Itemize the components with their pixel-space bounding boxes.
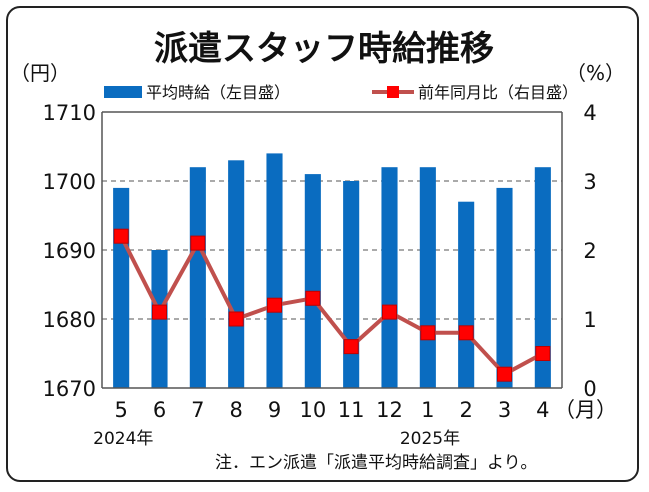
bar xyxy=(304,174,321,388)
bar xyxy=(189,167,206,388)
right-tick-label: 4 xyxy=(583,101,596,125)
gridlines xyxy=(102,180,562,320)
x-tick-label: 10 xyxy=(299,398,326,422)
right-tick-label: 3 xyxy=(583,170,596,194)
source-note: 注．エン派遣「派遣平均時給調査」より。 xyxy=(215,453,537,473)
bar xyxy=(266,153,283,388)
legend-bar-swatch xyxy=(104,86,142,98)
bar xyxy=(381,167,398,388)
x-tick-label: 8 xyxy=(229,398,242,422)
line-point xyxy=(343,339,359,355)
x-tick-label: 9 xyxy=(268,398,281,422)
right-tick-label: 1 xyxy=(583,308,596,332)
line-point xyxy=(267,297,282,313)
line-point xyxy=(305,290,321,306)
right-tick-label: 2 xyxy=(583,239,596,263)
x-tick-label: 2 xyxy=(459,398,472,422)
bar xyxy=(496,187,513,388)
bar xyxy=(228,160,245,388)
line-point xyxy=(190,235,206,251)
bar xyxy=(113,187,130,388)
left-tick-label: 1690 xyxy=(43,239,96,263)
line-point xyxy=(228,311,244,327)
line-series xyxy=(113,228,551,382)
right-axis-ticks: 4 3 2 1 0 xyxy=(583,101,596,401)
line-point xyxy=(420,325,436,341)
chart-title: 派遣スタッフ時給推移 xyxy=(154,29,494,69)
x-tick-label: 12 xyxy=(376,398,403,422)
legend-line-label: 前年同月比（右目盛） xyxy=(418,83,578,102)
bar xyxy=(458,201,475,388)
left-tick-label: 1700 xyxy=(43,170,96,194)
legend-line-marker xyxy=(387,86,399,98)
year-label: 2024年 xyxy=(93,429,153,449)
x-axis-unit: （月） xyxy=(554,398,617,422)
bar xyxy=(534,167,551,388)
legend: 平均時給（左目盛） 前年同月比（右目盛） xyxy=(104,83,578,102)
legend-bar-label: 平均時給（左目盛） xyxy=(146,83,290,102)
line-path xyxy=(119,235,544,377)
x-tick-label: 5 xyxy=(114,398,127,422)
line-point xyxy=(458,325,474,341)
chart-frame xyxy=(6,6,639,482)
line-point xyxy=(535,346,551,361)
left-axis-unit: （円） xyxy=(10,61,70,85)
x-tick-label: 1 xyxy=(421,398,434,422)
line-point xyxy=(497,366,512,382)
left-tick-label: 1680 xyxy=(43,308,96,332)
x-tick-label: 3 xyxy=(498,398,511,422)
left-tick-label: 1710 xyxy=(43,101,96,125)
left-tick-label: 1670 xyxy=(43,377,96,401)
year-label: 2025年 xyxy=(400,429,460,449)
line-point xyxy=(382,304,397,320)
x-tick-label: 6 xyxy=(153,398,166,422)
axes xyxy=(101,111,563,389)
x-tick-label: 7 xyxy=(191,398,204,422)
right-tick-label: 0 xyxy=(583,377,596,401)
bar xyxy=(419,167,436,388)
left-axis-ticks: 1710 1700 1690 1680 1670 xyxy=(43,101,96,401)
x-tick-label: 11 xyxy=(338,398,365,422)
x-tick-label: 4 xyxy=(536,398,549,422)
bar xyxy=(343,181,360,388)
right-axis-unit: （%） xyxy=(566,61,625,85)
line-point xyxy=(113,228,129,244)
line-point xyxy=(152,304,167,320)
